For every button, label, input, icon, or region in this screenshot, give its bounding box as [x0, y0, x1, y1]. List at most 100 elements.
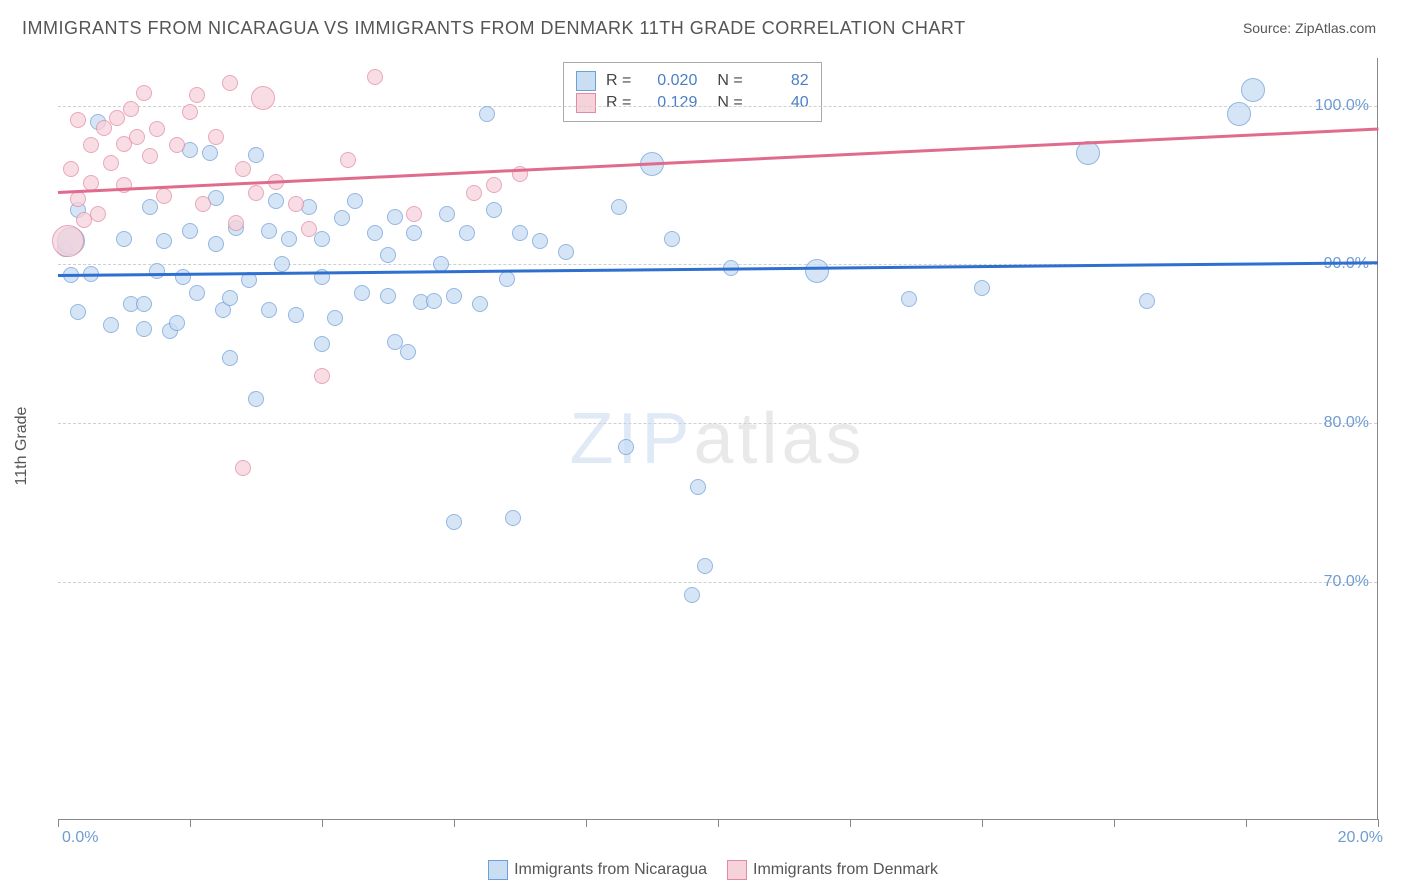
- stat-r-nicaragua: 0.020: [641, 72, 697, 90]
- data-point-denmark: [156, 188, 172, 204]
- x-tick: [1246, 819, 1247, 827]
- data-point-nicaragua: [354, 285, 370, 301]
- data-point-denmark: [129, 129, 145, 145]
- data-point-nicaragua: [248, 391, 264, 407]
- data-point-nicaragua: [1227, 102, 1251, 126]
- x-tick: [850, 819, 851, 827]
- data-point-denmark: [222, 75, 238, 91]
- data-point-nicaragua: [314, 336, 330, 352]
- y-tick-label: 90.0%: [1324, 255, 1369, 273]
- data-point-nicaragua: [281, 231, 297, 247]
- data-point-denmark: [288, 196, 304, 212]
- data-point-nicaragua: [439, 206, 455, 222]
- swatch-nicaragua: [576, 71, 596, 91]
- data-point-nicaragua: [142, 199, 158, 215]
- data-point-nicaragua: [261, 223, 277, 239]
- x-tick: [322, 819, 323, 827]
- data-point-denmark: [63, 161, 79, 177]
- data-point-nicaragua: [1241, 78, 1265, 102]
- data-point-nicaragua: [202, 145, 218, 161]
- data-point-nicaragua: [532, 233, 548, 249]
- x-tick: [58, 819, 59, 827]
- data-point-nicaragua: [618, 439, 634, 455]
- data-point-nicaragua: [149, 263, 165, 279]
- data-point-denmark: [103, 155, 119, 171]
- data-point-denmark: [123, 101, 139, 117]
- data-point-nicaragua: [222, 350, 238, 366]
- data-point-denmark: [228, 215, 244, 231]
- data-point-nicaragua: [690, 479, 706, 495]
- data-point-nicaragua: [459, 225, 475, 241]
- data-point-nicaragua: [182, 223, 198, 239]
- data-point-nicaragua: [486, 202, 502, 218]
- data-point-nicaragua: [268, 193, 284, 209]
- data-point-nicaragua: [805, 259, 829, 283]
- data-point-denmark: [90, 206, 106, 222]
- data-point-nicaragua: [472, 296, 488, 312]
- x-tick: [454, 819, 455, 827]
- data-point-nicaragua: [1139, 293, 1155, 309]
- data-point-nicaragua: [288, 307, 304, 323]
- legend-swatch-nicaragua: [488, 860, 508, 880]
- gridline-h: [58, 423, 1377, 424]
- swatch-denmark: [576, 93, 596, 113]
- data-point-denmark: [466, 185, 482, 201]
- data-point-nicaragua: [426, 293, 442, 309]
- data-point-denmark: [301, 221, 317, 237]
- data-point-nicaragua: [274, 256, 290, 272]
- data-point-denmark: [208, 129, 224, 145]
- watermark: ZIPatlas: [569, 398, 865, 480]
- data-point-nicaragua: [505, 510, 521, 526]
- data-point-nicaragua: [901, 291, 917, 307]
- data-point-nicaragua: [156, 233, 172, 249]
- data-point-nicaragua: [136, 296, 152, 312]
- data-point-denmark: [169, 137, 185, 153]
- data-point-denmark: [189, 87, 205, 103]
- data-point-nicaragua: [334, 210, 350, 226]
- y-tick-label: 100.0%: [1315, 97, 1369, 115]
- chart-title: IMMIGRANTS FROM NICARAGUA VS IMMIGRANTS …: [22, 18, 966, 39]
- data-point-denmark: [83, 137, 99, 153]
- data-point-nicaragua: [136, 321, 152, 337]
- legend-label-nicaragua: Immigrants from Nicaragua: [514, 861, 707, 878]
- data-point-nicaragua: [261, 302, 277, 318]
- data-point-denmark: [235, 460, 251, 476]
- plot-area: ZIPatlas R =0.020N =82R =0.129N =40 70.0…: [58, 58, 1378, 820]
- stat-n-denmark: 40: [753, 94, 809, 112]
- data-point-nicaragua: [314, 231, 330, 247]
- data-point-nicaragua: [1076, 141, 1100, 165]
- data-point-nicaragua: [70, 304, 86, 320]
- data-point-denmark: [367, 69, 383, 85]
- data-point-nicaragua: [558, 244, 574, 260]
- y-tick-label: 70.0%: [1324, 573, 1369, 591]
- data-point-nicaragua: [169, 315, 185, 331]
- data-point-nicaragua: [697, 558, 713, 574]
- data-point-denmark: [136, 85, 152, 101]
- y-tick-label: 80.0%: [1324, 414, 1369, 432]
- data-point-denmark: [248, 185, 264, 201]
- data-point-nicaragua: [175, 269, 191, 285]
- data-point-nicaragua: [479, 106, 495, 122]
- x-tick-label-min: 0.0%: [62, 829, 98, 847]
- data-point-nicaragua: [347, 193, 363, 209]
- x-tick-label-max: 20.0%: [1338, 829, 1383, 847]
- data-point-nicaragua: [406, 225, 422, 241]
- x-tick: [586, 819, 587, 827]
- data-point-nicaragua: [103, 317, 119, 333]
- data-point-nicaragua: [664, 231, 680, 247]
- data-point-denmark: [406, 206, 422, 222]
- bottom-legend: Immigrants from Nicaragua Immigrants from…: [0, 860, 1406, 880]
- stat-r-denmark: 0.129: [641, 94, 697, 112]
- data-point-denmark: [486, 177, 502, 193]
- data-point-denmark: [142, 148, 158, 164]
- data-point-denmark: [314, 368, 330, 384]
- data-point-nicaragua: [116, 231, 132, 247]
- data-point-denmark: [70, 112, 86, 128]
- stats-row-nicaragua: R =0.020N =82: [576, 71, 809, 91]
- legend-label-denmark: Immigrants from Denmark: [753, 861, 938, 878]
- data-point-denmark: [340, 152, 356, 168]
- source-label: Source: ZipAtlas.com: [1243, 20, 1376, 36]
- legend-swatch-denmark: [727, 860, 747, 880]
- x-tick: [718, 819, 719, 827]
- data-point-nicaragua: [222, 290, 238, 306]
